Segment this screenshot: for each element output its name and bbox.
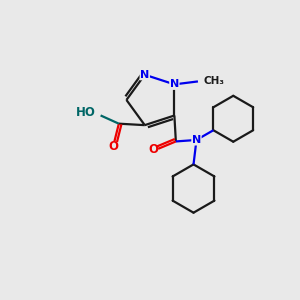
Text: O: O xyxy=(109,140,119,153)
Text: N: N xyxy=(170,80,179,89)
Text: N: N xyxy=(140,70,149,80)
Text: CH₃: CH₃ xyxy=(203,76,224,86)
Text: O: O xyxy=(148,143,158,156)
Text: HO: HO xyxy=(76,106,96,119)
Text: N: N xyxy=(192,135,201,145)
